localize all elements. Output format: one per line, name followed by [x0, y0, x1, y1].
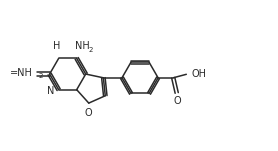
- Text: =NH: =NH: [10, 68, 33, 78]
- Text: OH: OH: [192, 69, 207, 79]
- Text: O: O: [85, 108, 93, 118]
- Text: O: O: [173, 96, 181, 106]
- Text: 2: 2: [89, 47, 93, 53]
- Text: 2: 2: [38, 73, 43, 79]
- Text: N: N: [47, 86, 54, 96]
- Text: NH: NH: [75, 41, 89, 51]
- Text: H: H: [53, 41, 61, 51]
